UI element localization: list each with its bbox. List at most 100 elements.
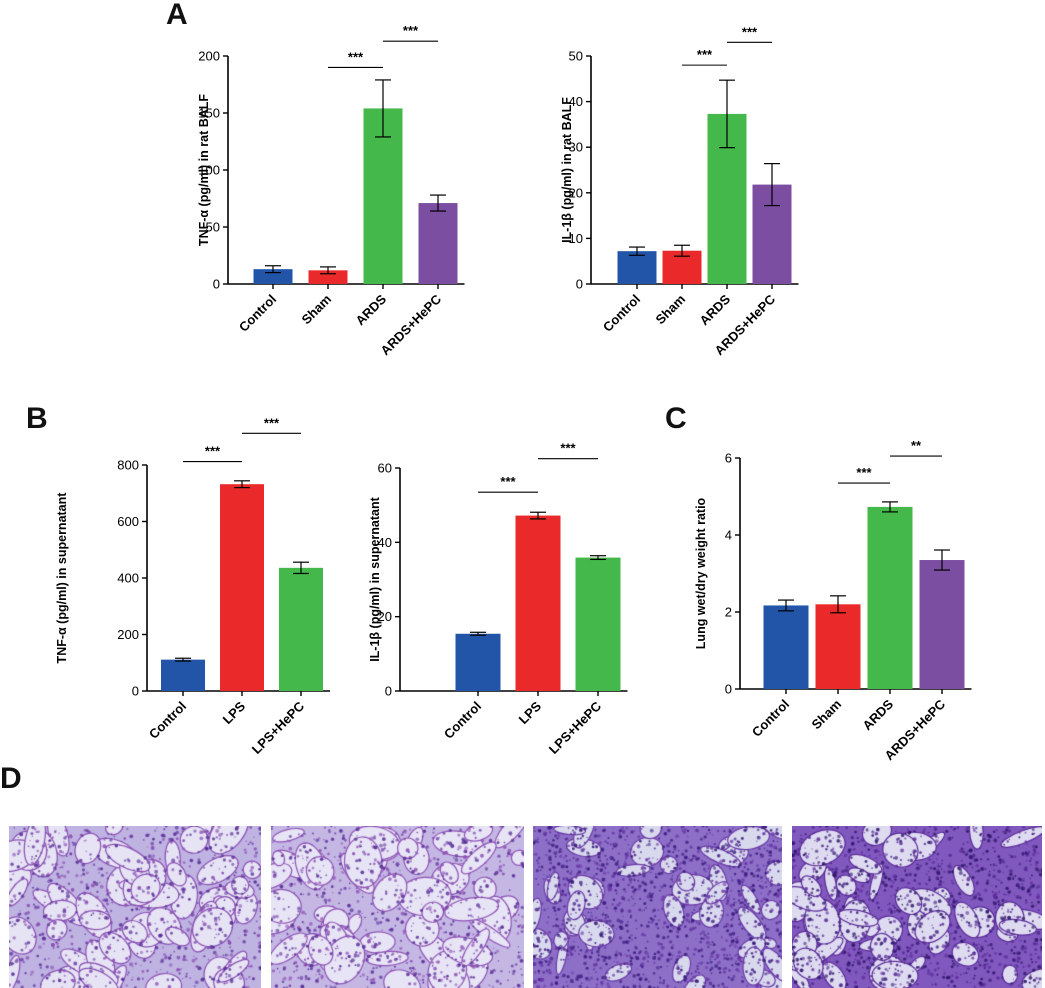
- x-tick-label: Sham: [652, 292, 688, 328]
- x-tick-label: LPS: [516, 698, 545, 727]
- micrograph-ards: [533, 826, 782, 988]
- y-tick-label: 6: [725, 451, 732, 466]
- y-tick-label: 0: [213, 277, 220, 292]
- y-tick-label: 50: [206, 220, 220, 235]
- significance-marker: ***: [383, 23, 438, 42]
- panel-label-b: B: [26, 402, 48, 435]
- significance-marker: ***: [727, 24, 772, 43]
- y-tick-label: 800: [117, 458, 139, 473]
- error-bar: [375, 79, 391, 138]
- y-tick-label: 30: [569, 140, 583, 155]
- micrograph-control: [9, 826, 261, 988]
- chart-c: 0 2 4 6 Lung wet/dry weight ratio Control Sham…: [694, 438, 972, 763]
- y-tick-label: 20: [378, 609, 392, 624]
- y-tick-label: 100: [198, 163, 220, 178]
- error-bar: [764, 163, 780, 207]
- x-tick-label: Sham: [808, 697, 844, 733]
- bar-lps: [515, 515, 561, 691]
- y-axis-label: IL-1β (pg/ml) in supernatant: [368, 496, 382, 661]
- x-tick-label: Control: [146, 699, 189, 742]
- micrograph-sham: [271, 826, 524, 988]
- x-tick-label: LPS+HePC: [546, 698, 605, 757]
- error-bar: [830, 595, 846, 614]
- y-tick-label: 10: [569, 231, 583, 246]
- bar-ards-hepc: [919, 560, 965, 689]
- bar-lps-hepc: [279, 567, 323, 691]
- bar-lps: [220, 484, 264, 691]
- bar-ards: [867, 506, 913, 689]
- error-bar: [674, 244, 690, 257]
- y-axis-label: IL-1β (pg/ml) in rat BALF: [560, 97, 574, 243]
- bar-sham: [815, 604, 861, 689]
- y-tick-label: 150: [198, 106, 220, 121]
- micrograph-canvas: [271, 826, 524, 988]
- bar-control: [161, 659, 205, 691]
- bar-ards: [363, 108, 403, 284]
- error-bar: [430, 194, 446, 212]
- significance-label: ***: [205, 444, 221, 459]
- significance-marker: ***: [183, 444, 242, 463]
- significance-label: ***: [348, 49, 364, 64]
- x-tick-label: Control: [441, 699, 484, 742]
- x-tick-label: Control: [749, 697, 792, 740]
- panel-label-d: D: [0, 762, 22, 795]
- error-bar: [629, 246, 645, 256]
- y-tick-label: 400: [117, 571, 139, 586]
- significance-marker: **: [890, 438, 942, 457]
- significance-marker: ***: [242, 415, 301, 434]
- chart-b-right: 0 20 40 60 IL-1β (pg/ml) in supernatant Contr…: [368, 441, 628, 757]
- y-tick-label: 0: [576, 277, 583, 292]
- error-bar: [234, 480, 250, 489]
- error-bar: [590, 555, 606, 561]
- x-tick-label: Control: [600, 292, 643, 335]
- error-bar: [320, 266, 336, 275]
- significance-marker: ***: [478, 474, 538, 493]
- bar-lps-hepc: [575, 557, 621, 691]
- bar-sham: [308, 270, 348, 284]
- y-tick-label: 60: [378, 461, 392, 476]
- significance-label: ***: [856, 465, 872, 480]
- x-tick-label: Control: [236, 292, 279, 335]
- y-tick-label: 50: [569, 49, 583, 64]
- y-tick-label: 0: [132, 684, 139, 699]
- y-axis-label: TNF-α (pg/ml) in supernatant: [55, 492, 69, 664]
- y-tick-label: 600: [117, 514, 139, 529]
- x-tick-label: LPS+HePC: [249, 698, 308, 757]
- error-bar: [778, 599, 794, 612]
- y-tick-label: 40: [569, 94, 583, 109]
- y-tick-label: 200: [117, 627, 139, 642]
- chart-a-right: 0 10 20 30 40 50 IL-1β (pg/ml) in rat BALF Cont…: [560, 24, 799, 358]
- significance-label: **: [911, 438, 922, 453]
- y-tick-label: 2: [725, 605, 732, 620]
- error-bar: [265, 265, 281, 274]
- error-bar: [175, 657, 191, 662]
- y-tick-label: 4: [725, 528, 732, 543]
- error-bar: [470, 631, 486, 636]
- chart-b-left: 0 200 400 600 800 TNF-α (pg/ml) in supernatan…: [55, 415, 330, 757]
- micrograph-ards-hepc: [792, 826, 1042, 988]
- panel-label-c: C: [665, 402, 687, 435]
- error-bar: [293, 561, 309, 575]
- y-tick-label: 200: [198, 49, 220, 64]
- significance-marker: ***: [838, 465, 890, 484]
- significance-label: ***: [560, 441, 576, 456]
- y-axis-label: TNF-α (pg/ml) in rat BALF: [197, 94, 211, 246]
- significance-marker: ***: [328, 49, 383, 68]
- micrograph-canvas: [533, 826, 782, 988]
- y-tick-label: 40: [378, 535, 392, 550]
- significance-marker: ***: [682, 47, 727, 66]
- error-bar: [882, 501, 898, 513]
- x-tick-label: ARDS: [696, 291, 733, 328]
- y-axis-label: Lung wet/dry weight ratio: [694, 497, 708, 649]
- chart-a-left: 0 50 100 150 200 TNF-α (pg/ml) in rat BALF Con…: [197, 23, 465, 358]
- micrograph-canvas: [792, 826, 1042, 988]
- significance-label: ***: [500, 474, 516, 489]
- y-tick-label: 0: [725, 682, 732, 697]
- bar-control: [617, 251, 657, 284]
- bar-control: [455, 633, 501, 691]
- y-tick-label: 0: [385, 684, 392, 699]
- x-tick-label: LPS: [220, 698, 249, 727]
- bar-control: [763, 605, 809, 689]
- significance-label: ***: [742, 24, 758, 39]
